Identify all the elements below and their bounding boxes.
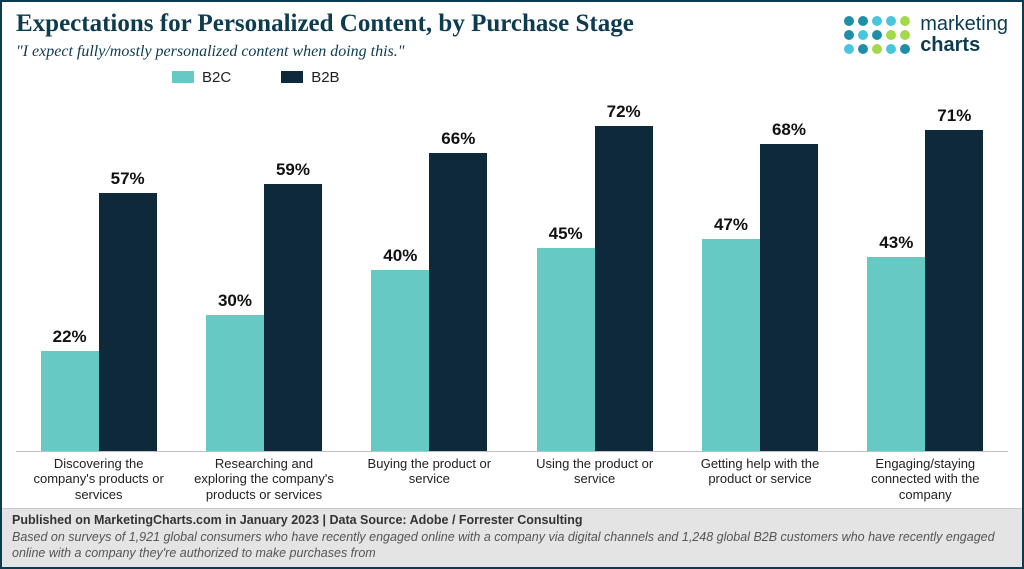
logo-dot (872, 44, 882, 54)
bar (867, 257, 925, 451)
bar (925, 130, 983, 450)
logo-dot (872, 16, 882, 26)
x-axis-label: Getting help with the product or service (677, 452, 842, 508)
marketingcharts-logo: marketing charts (844, 10, 1008, 56)
legend-swatch (281, 71, 303, 83)
logo-dot (844, 44, 854, 54)
bar-value-label: 68% (760, 120, 818, 140)
plot-region: 22% 57% 30% 59% 40% 66% 45% 72% 47% 68% 43% 71% (16, 90, 1008, 452)
chart-frame: Expectations for Personalized Content, b… (0, 0, 1024, 569)
logo-dot (858, 16, 868, 26)
bar-value-label: 45% (537, 224, 595, 244)
bar (537, 248, 595, 451)
legend-label: B2B (311, 69, 339, 86)
logo-dot (886, 30, 896, 40)
chart-area: 22% 57% 30% 59% 40% 66% 45% 72% 47% 68% 43% 71% Dis… (16, 90, 1008, 508)
bar (429, 153, 487, 451)
bar-wrap: 47% (702, 90, 760, 451)
chart-title: Expectations for Personalized Content, b… (16, 10, 844, 39)
bar-wrap: 43% (867, 90, 925, 451)
legend: B2C B2B (2, 61, 1022, 86)
logo-dot (900, 30, 910, 40)
logo-dot (900, 16, 910, 26)
bar-wrap: 72% (595, 90, 653, 451)
logo-dot (900, 44, 910, 54)
bar-value-label: 57% (99, 169, 157, 189)
bar-groups: 22% 57% 30% 59% 40% 66% 45% 72% 47% 68% 43% 71% (16, 90, 1008, 451)
title-block: Expectations for Personalized Content, b… (16, 10, 844, 61)
footer-published: Published on MarketingCharts.com in Janu… (12, 513, 1012, 527)
bar (206, 315, 264, 450)
bar-value-label: 22% (41, 327, 99, 347)
bar-wrap: 66% (429, 90, 487, 451)
logo-dot (858, 30, 868, 40)
x-axis-label: Discovering the company's products or se… (16, 452, 181, 508)
x-axis-label: Buying the product or service (347, 452, 512, 508)
bar (264, 184, 322, 450)
header: Expectations for Personalized Content, b… (2, 2, 1022, 61)
bar (702, 239, 760, 451)
bar-group: 47% 68% (677, 90, 842, 451)
bar-group: 45% 72% (512, 90, 677, 451)
logo-dots-icon (844, 16, 910, 54)
bar-value-label: 40% (371, 246, 429, 266)
bar-value-label: 66% (429, 129, 487, 149)
bar-value-label: 47% (702, 215, 760, 235)
logo-dot (872, 30, 882, 40)
bar-wrap: 68% (760, 90, 818, 451)
bar (595, 126, 653, 451)
logo-dot (844, 16, 854, 26)
logo-dot (844, 30, 854, 40)
chart-subtitle: "I expect fully/mostly personalized cont… (16, 43, 844, 61)
bar-group: 22% 57% (16, 90, 181, 451)
bar (41, 351, 99, 450)
bar-value-label: 43% (867, 233, 925, 253)
bar-value-label: 30% (206, 291, 264, 311)
logo-dot (886, 16, 896, 26)
bar-group: 30% 59% (181, 90, 346, 451)
bar-value-label: 59% (264, 160, 322, 180)
x-axis-label: Using the product or service (512, 452, 677, 508)
bar-value-label: 72% (595, 102, 653, 122)
legend-item: B2B (281, 69, 339, 86)
logo-line1: marketing (920, 14, 1008, 35)
footer-note: Based on surveys of 1,921 global consume… (12, 529, 1012, 562)
bar-wrap: 57% (99, 90, 157, 451)
bar-wrap: 71% (925, 90, 983, 451)
x-axis-label: Researching and exploring the company's … (181, 452, 346, 508)
bar-group: 43% 71% (843, 90, 1008, 451)
bar (760, 144, 818, 451)
bar-wrap: 40% (371, 90, 429, 451)
legend-label: B2C (202, 69, 231, 86)
bar-group: 40% 66% (347, 90, 512, 451)
bar (99, 193, 157, 450)
logo-line2: charts (920, 35, 1008, 56)
logo-dot (858, 44, 868, 54)
footer: Published on MarketingCharts.com in Janu… (2, 508, 1022, 568)
legend-swatch (172, 71, 194, 83)
bar-wrap: 45% (537, 90, 595, 451)
logo-text: marketing charts (920, 14, 1008, 56)
x-axis-labels: Discovering the company's products or se… (16, 452, 1008, 508)
x-axis-label: Engaging/staying connected with the comp… (843, 452, 1008, 508)
bar-wrap: 59% (264, 90, 322, 451)
bar (371, 270, 429, 450)
bar-wrap: 22% (41, 90, 99, 451)
legend-item: B2C (172, 69, 231, 86)
logo-dot (886, 44, 896, 54)
bar-wrap: 30% (206, 90, 264, 451)
bar-value-label: 71% (925, 106, 983, 126)
